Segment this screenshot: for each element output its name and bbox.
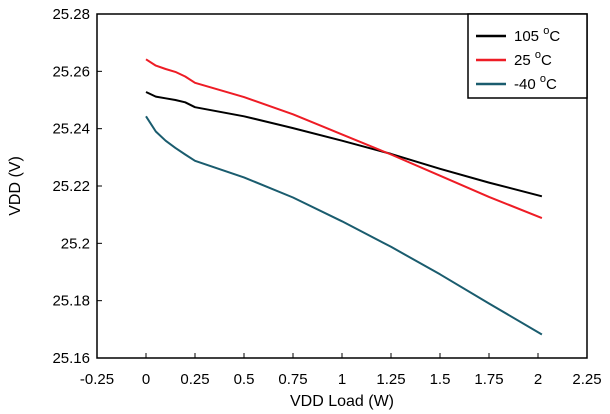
series-line-1 xyxy=(145,58,543,220)
x-tick-label: 1.5 xyxy=(430,371,451,388)
y-tick-label: 25.18 xyxy=(52,293,90,310)
x-tick-label: 1 xyxy=(338,371,346,388)
x-tick-label: 0.5 xyxy=(234,371,255,388)
y-tick-label: 25.24 xyxy=(52,121,90,138)
x-tick-label: 1.75 xyxy=(474,371,503,388)
series-layer xyxy=(145,58,543,336)
legend: 105 oC 25 oC -40 oC xyxy=(467,13,588,99)
x-tick-label: 2.25 xyxy=(572,371,601,388)
x-tick-label: -0.25 xyxy=(80,371,114,388)
x-axis-title: VDD Load (W) xyxy=(290,393,394,410)
x-tick-label: 0 xyxy=(142,371,150,388)
y-tick-label: 25.2 xyxy=(61,235,90,252)
axis-ticks: -0.25 0 0.25 0.5 0.75 1 1.25 1.5 1.75 2 2.25 25.16 2… xyxy=(52,6,601,388)
series-line-2 xyxy=(145,115,543,336)
legend-label-1: 25 oC xyxy=(514,49,552,69)
legend-label-0: 105 oC xyxy=(514,25,560,45)
x-tick-label: 0.25 xyxy=(180,371,209,388)
series-line-0 xyxy=(145,91,543,198)
y-tick-label: 25.22 xyxy=(52,178,90,195)
x-tick-label: 0.75 xyxy=(278,371,307,388)
y-tick-label: 25.16 xyxy=(52,350,90,367)
x-tick-label: 2 xyxy=(534,371,542,388)
y-tick-label: 25.26 xyxy=(52,63,90,80)
y-axis-title: VDD (V) xyxy=(7,156,24,216)
legend-label-2: -40 oC xyxy=(514,73,557,93)
x-tick-label: 1.25 xyxy=(376,371,405,388)
y-tick-label: 25.28 xyxy=(52,6,90,23)
